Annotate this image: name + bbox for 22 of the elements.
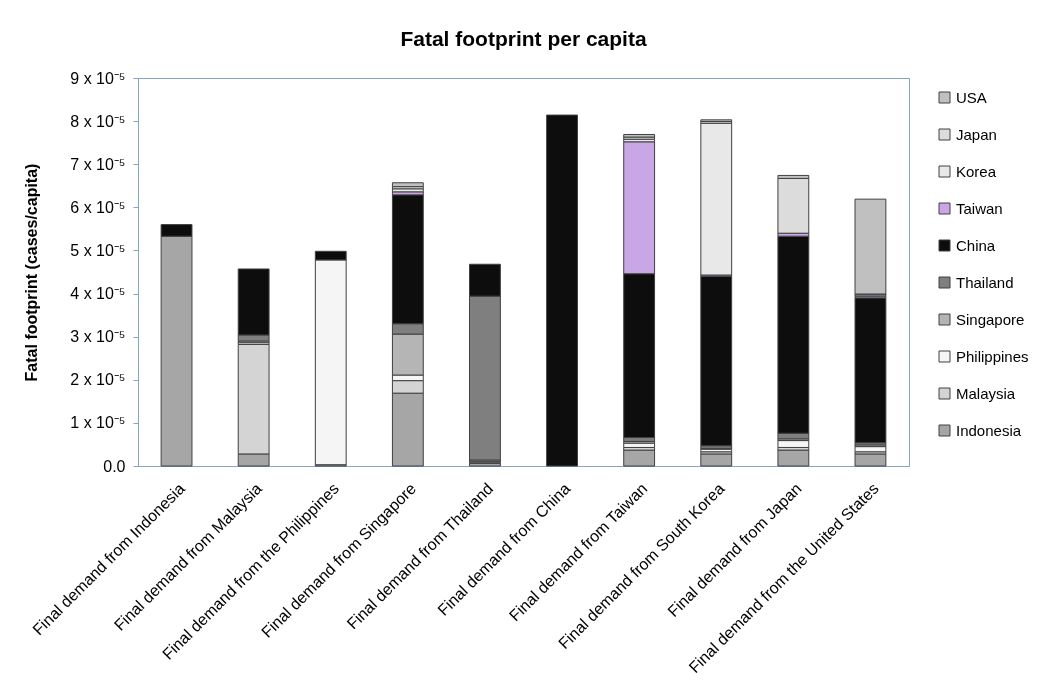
y-tick-label: 1 x 10⁻⁵ [70, 414, 126, 432]
y-axis-title: Fatal footprint (cases/capita) [23, 163, 41, 382]
legend-label: Indonesia [956, 421, 1022, 439]
legend-label: Philippines [956, 347, 1029, 365]
legend-label: Malaysia [956, 384, 1016, 402]
y-tick-label: 0.0 [103, 457, 126, 475]
legend-label: Taiwan [956, 199, 1003, 217]
legend-label: Korea [956, 162, 997, 180]
legend-label: USA [956, 88, 987, 106]
legend-label: Thailand [956, 273, 1014, 291]
y-tick-label: 6 x 10⁻⁵ [70, 198, 126, 216]
y-tick-label: 8 x 10⁻⁵ [70, 112, 126, 130]
y-tick-label: 9 x 10⁻⁵ [70, 69, 126, 87]
legend-label: Singapore [956, 310, 1025, 328]
y-tick-label: 7 x 10⁻⁵ [70, 155, 126, 173]
chart-title: Fatal footprint per capita [400, 27, 647, 50]
y-tick-label: 2 x 10⁻⁵ [70, 371, 126, 389]
legend-label: Japan [956, 125, 997, 143]
y-tick-label: 5 x 10⁻⁵ [70, 241, 126, 259]
y-tick-label: 3 x 10⁻⁵ [70, 328, 126, 346]
legend-label: China [956, 236, 996, 254]
y-tick-label: 4 x 10⁻⁵ [70, 285, 126, 303]
